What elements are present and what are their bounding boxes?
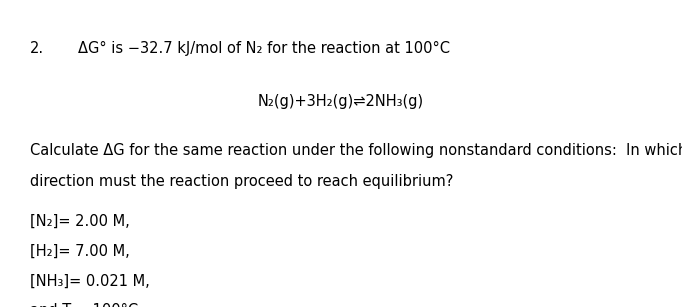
Text: ΔG° is −32.7 kJ/mol of N₂ for the reaction at 100°C: ΔG° is −32.7 kJ/mol of N₂ for the reacti… xyxy=(78,41,450,56)
Text: [NH₃]= 0.021 M,: [NH₃]= 0.021 M, xyxy=(30,274,150,289)
Text: [N₂]= 2.00 M,: [N₂]= 2.00 M, xyxy=(30,213,130,228)
Text: 2.: 2. xyxy=(30,41,44,56)
Text: N₂(g)+3H₂(g)⇌2NH₃(g): N₂(g)+3H₂(g)⇌2NH₃(g) xyxy=(258,94,424,109)
Text: direction must the reaction proceed to reach equilibrium?: direction must the reaction proceed to r… xyxy=(30,174,454,189)
Text: and T = 100°C.: and T = 100°C. xyxy=(30,303,143,307)
Text: Calculate ΔG for the same reaction under the following nonstandard conditions:  : Calculate ΔG for the same reaction under… xyxy=(30,143,682,158)
Text: [H₂]= 7.00 M,: [H₂]= 7.00 M, xyxy=(30,244,130,259)
